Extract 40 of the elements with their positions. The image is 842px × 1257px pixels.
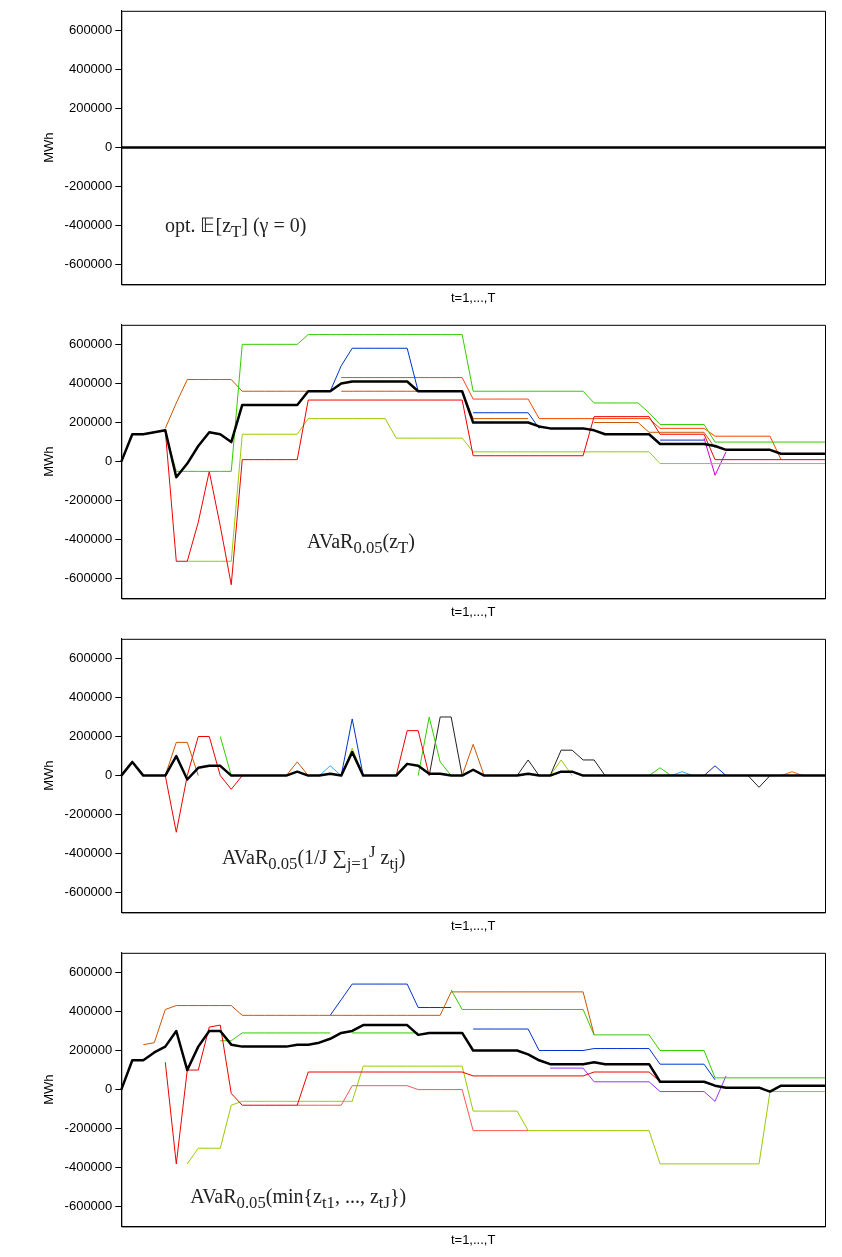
x-axis-title: t=1,...,T [450, 603, 496, 619]
annotation: opt. 𝔼[z$_{T}$] (γ = 0) [164, 212, 307, 242]
y-axis-title: MWh [41, 446, 57, 477]
x-axis-title: t=1,...,T [450, 289, 496, 305]
y-axis-title: MWh [41, 760, 57, 791]
y-tick-label: -600000 [64, 570, 113, 586]
y-tick-label: 400000 [68, 61, 113, 77]
y-tick-label: 0 [105, 453, 113, 469]
y-tick-label: 200000 [68, 1042, 113, 1058]
y-tick-label: 600000 [68, 21, 113, 37]
y-tick-label: -400000 [64, 217, 113, 233]
y-tick-label: 200000 [68, 728, 113, 744]
y-tick-label: 400000 [68, 1003, 113, 1019]
y-tick-label: 600000 [68, 963, 113, 979]
y-tick-label: -200000 [64, 178, 113, 194]
y-axis-title: MWh [41, 1074, 57, 1105]
y-tick-label: 200000 [68, 414, 113, 430]
annotation: AVaR$_{0.05}$(1/J ∑$_{j=1}$$^{J}$ z$_{tj}$) [221, 841, 406, 874]
y-tick-label: 0 [105, 139, 113, 155]
x-axis-title: t=1,...,T [450, 917, 496, 933]
y-tick-label: -200000 [64, 492, 113, 508]
y-tick-label: 400000 [68, 689, 113, 705]
y-tick-label: 600000 [68, 649, 113, 665]
y-tick-label: -600000 [64, 884, 113, 900]
y-tick-label: -600000 [64, 1198, 113, 1214]
y-tick-label: -400000 [64, 1159, 113, 1175]
y-axis-title: MWh [41, 132, 57, 163]
y-tick-label: -200000 [64, 1120, 113, 1136]
y-tick-label: 0 [105, 767, 113, 783]
y-tick-label: -400000 [64, 531, 113, 547]
x-axis-title: t=1,...,T [450, 1231, 496, 1247]
annotation: AVaR$_{0.05}$(min{z$_{t1}$, ..., z$_{tJ}$}) [190, 1185, 407, 1214]
y-tick-label: -200000 [64, 806, 113, 822]
y-tick-label: -600000 [64, 256, 113, 272]
y-tick-label: 400000 [68, 375, 113, 391]
y-tick-label: 0 [105, 1081, 113, 1097]
annotation: AVaR$_{0.05}$(z$_{T}$) [307, 529, 415, 558]
y-tick-label: 600000 [68, 335, 113, 351]
y-tick-label: -400000 [64, 845, 113, 861]
y-tick-label: 200000 [68, 100, 113, 116]
